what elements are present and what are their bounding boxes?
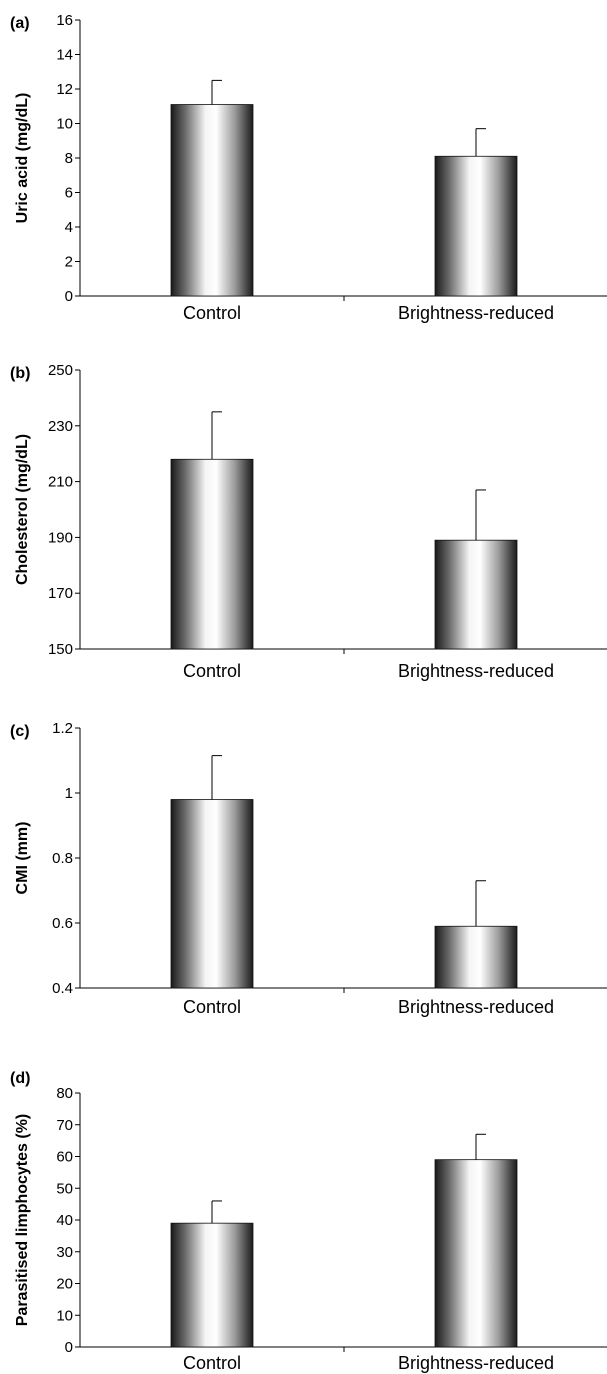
bar <box>170 104 254 297</box>
bar <box>170 1222 254 1348</box>
x-category-label: Control <box>183 1353 241 1373</box>
y-tick-label: 0.4 <box>52 980 73 997</box>
y-axis-label: Parasitised limphocytes (%) <box>14 1114 31 1327</box>
x-category-label: Control <box>183 661 241 681</box>
y-tick-label: 14 <box>56 47 73 64</box>
y-axis-label: Cholesterol (mg/dL) <box>14 434 31 585</box>
y-axis-label: CMI (mm) <box>14 822 31 895</box>
y-tick-label: 0 <box>65 288 73 305</box>
chart-panel: 150 170 190 210 230 250 Control Brightness-redu… <box>10 362 607 681</box>
chart-panel: 0 10 20 30 40 50 60 70 80 Control Brightness-reduc… <box>10 1070 607 1373</box>
x-category-label: Brightness-reduced <box>398 661 554 681</box>
bar <box>170 799 254 989</box>
y-tick-label: 0.8 <box>52 850 73 867</box>
y-tick-label: 0 <box>65 1339 73 1356</box>
x-category-label: Brightness-reduced <box>398 997 554 1017</box>
bar <box>434 1159 518 1348</box>
y-tick-label: 250 <box>48 362 73 379</box>
y-tick-label: 12 <box>56 81 73 98</box>
y-tick-label: 1.2 <box>52 720 73 737</box>
panel-label: (b) <box>10 365 30 382</box>
y-tick-label: 230 <box>48 418 73 435</box>
y-tick-label: 30 <box>56 1244 73 1261</box>
bar <box>434 925 518 989</box>
y-tick-label: 190 <box>48 529 73 546</box>
y-tick-label: 6 <box>65 185 73 202</box>
y-axis-label: Uric acid (mg/dL) <box>14 93 31 224</box>
y-tick-label: 50 <box>56 1180 73 1197</box>
chart-panel: 0.4 0.6 0.8 1 1.2 Control Brightness-reduced (c… <box>10 720 607 1017</box>
y-tick-label: 16 <box>56 12 73 29</box>
bar <box>434 539 518 650</box>
x-category-label: Brightness-reduced <box>398 303 554 323</box>
x-category-label: Control <box>183 997 241 1017</box>
panel-label: (a) <box>10 15 30 32</box>
y-tick-label: 150 <box>48 641 73 658</box>
y-tick-label: 80 <box>56 1085 73 1102</box>
y-tick-label: 210 <box>48 474 73 491</box>
panel-label: (c) <box>10 723 30 740</box>
x-category-label: Control <box>183 303 241 323</box>
panel-label: (d) <box>10 1070 30 1087</box>
y-tick-label: 70 <box>56 1117 73 1134</box>
y-tick-label: 40 <box>56 1212 73 1229</box>
y-tick-label: 1 <box>65 785 73 802</box>
bar <box>170 458 254 650</box>
y-tick-label: 8 <box>65 150 73 167</box>
bar <box>434 155 518 297</box>
y-tick-label: 10 <box>56 1307 73 1324</box>
y-tick-label: 2 <box>65 254 73 271</box>
chart-panel: 0 2 4 6 8 10 12 14 16 Control Brightness-reduced (a… <box>10 12 607 323</box>
y-tick-label: 20 <box>56 1276 73 1293</box>
x-category-label: Brightness-reduced <box>398 1353 554 1373</box>
y-tick-label: 170 <box>48 585 73 602</box>
y-tick-label: 4 <box>65 219 73 236</box>
y-tick-label: 0.6 <box>52 915 73 932</box>
y-tick-label: 60 <box>56 1149 73 1166</box>
y-tick-label: 10 <box>56 116 73 133</box>
